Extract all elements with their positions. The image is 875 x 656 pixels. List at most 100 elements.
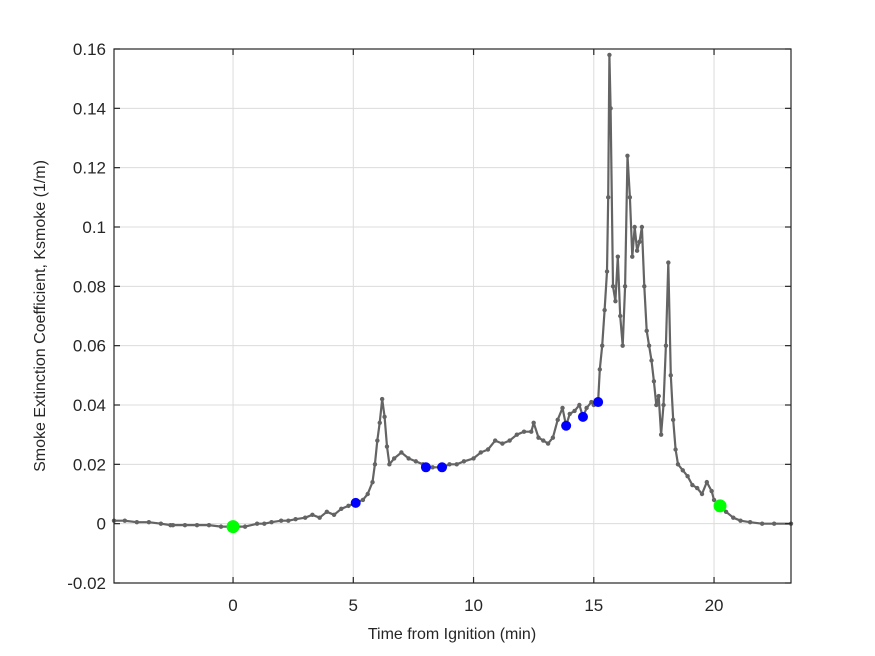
x-axis-label: Time from Ignition (min) (368, 626, 536, 643)
series-point (646, 343, 652, 348)
event-marker (577, 411, 588, 422)
series-point (615, 254, 621, 259)
series-point (670, 417, 676, 423)
x-tick-labels: 0 5 10 15 20 (228, 596, 723, 615)
series-point (572, 408, 577, 414)
series-point (637, 239, 642, 245)
series-point (278, 518, 284, 523)
series-point (651, 379, 657, 384)
series-point (690, 482, 695, 488)
series-point (194, 522, 200, 528)
series-point (310, 512, 315, 517)
series-point (622, 284, 628, 289)
series-point (529, 429, 534, 434)
series-point (666, 260, 671, 265)
series-point (630, 254, 635, 259)
series-point (286, 518, 291, 523)
series-point (675, 462, 681, 467)
series-point (642, 284, 647, 289)
series-point (399, 450, 404, 455)
series-point (302, 515, 308, 520)
series-point (658, 432, 664, 437)
series-point (673, 447, 678, 452)
series-point (372, 462, 378, 467)
x-tick-label: 0 (228, 596, 237, 615)
series-point (584, 405, 589, 411)
series-point (600, 343, 605, 348)
series-point (771, 521, 777, 526)
series-point (731, 515, 736, 520)
x-tick-label: 20 (705, 596, 724, 615)
event-marker (350, 497, 361, 508)
series-point (597, 367, 603, 372)
series-point (709, 488, 714, 494)
series-point (668, 373, 673, 378)
series-point (545, 441, 551, 446)
series-point (387, 462, 392, 467)
series-point (182, 522, 188, 528)
y-tick-label: 0.04 (73, 396, 106, 415)
series-point (656, 393, 661, 399)
series-point (324, 509, 330, 514)
event-marker (420, 462, 431, 473)
series-point (514, 432, 520, 437)
series-point (218, 524, 224, 529)
series-point (663, 343, 669, 348)
series-point (317, 515, 322, 520)
series-point (759, 521, 765, 526)
series-point (170, 522, 176, 528)
series-point (269, 519, 274, 525)
series-line (114, 53, 791, 528)
axis-ticks (114, 48, 791, 584)
y-axis-label: Smoke Extinction Coefficient, Ksmoke (1/… (32, 160, 49, 472)
series-point (699, 491, 705, 497)
series-point (471, 456, 476, 461)
series-point (262, 521, 267, 526)
series-point (704, 479, 710, 485)
series-point (377, 420, 382, 425)
plot-area (111, 48, 794, 584)
series-point (370, 479, 375, 485)
series-point (589, 399, 594, 405)
series-point (649, 358, 654, 363)
series-point (738, 518, 743, 523)
data-series (111, 52, 794, 529)
event-marker (561, 420, 572, 431)
y-tick-label: 0.12 (73, 159, 106, 178)
y-tick-labels: -0.02 0 0.02 0.04 0.06 0.08 0.1 0.12 0.14 0.16 (67, 40, 106, 593)
series-point (375, 438, 380, 443)
series-point (134, 519, 140, 525)
y-tick-label: -0.02 (67, 574, 106, 593)
series-point (454, 462, 459, 467)
series-point (500, 441, 505, 446)
series-point (604, 269, 610, 274)
start-end-marker (226, 520, 240, 534)
series-point (365, 491, 370, 497)
series-point (379, 396, 385, 402)
series-point (613, 298, 618, 304)
series-point (685, 474, 690, 479)
series-point (331, 512, 337, 517)
x-tick-label: 5 (349, 596, 358, 615)
series-point (536, 435, 541, 440)
series-point (430, 465, 435, 470)
axes-background (114, 49, 791, 583)
start-end-marker (713, 499, 727, 513)
series-point (555, 417, 560, 423)
series-point (610, 284, 616, 289)
series-point (158, 521, 164, 526)
event-marker (593, 397, 604, 408)
series-point (608, 106, 613, 111)
y-tick-label: 0.06 (73, 337, 106, 356)
series-point (122, 518, 128, 523)
series-point (413, 459, 419, 464)
series-point (492, 438, 498, 443)
y-tick-label: 0.14 (73, 99, 106, 118)
series-point (680, 468, 685, 473)
axes-box (113, 48, 792, 584)
series-point (541, 438, 546, 443)
series-point (339, 506, 344, 512)
series-point (567, 411, 572, 417)
series-point (625, 153, 630, 158)
